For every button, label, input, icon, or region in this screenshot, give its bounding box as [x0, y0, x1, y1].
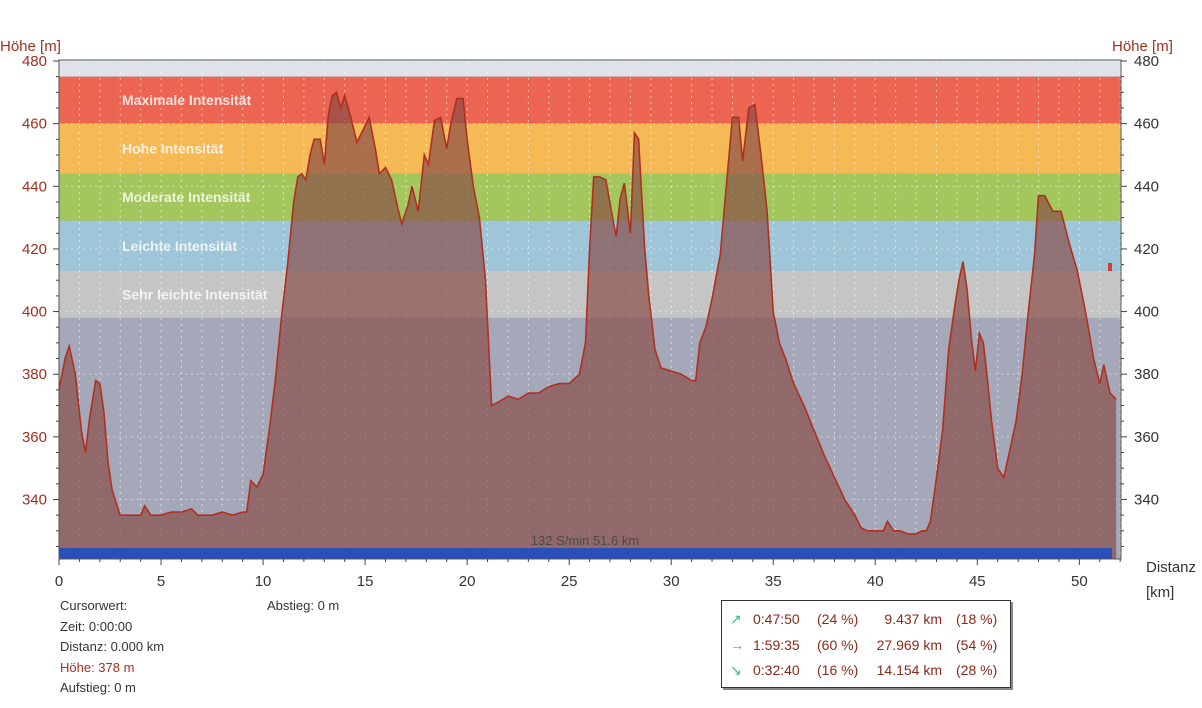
zone-label: Hohe Intensität	[122, 141, 223, 157]
y-tick-label-right: 360	[1134, 429, 1159, 446]
y-tick-label-right: 400	[1134, 304, 1159, 321]
x-tick-label: 10	[255, 573, 272, 590]
summary-row-flat: → 1:59:35 (60 %) 27.969 km (54 %)	[722, 634, 1010, 656]
y-tick-label-left: 340	[22, 491, 47, 508]
y-tick-label-right: 480	[1134, 53, 1159, 70]
elevation-area	[58, 90, 1117, 560]
x-tick-label: 20	[459, 573, 476, 590]
zone-label: Maximale Intensität	[122, 92, 251, 108]
x-tick-label: 40	[867, 573, 884, 590]
ascent-time-percent: (24 %)	[817, 611, 859, 627]
intensity-zone-labels: Maximale Intensität Hohe Intensität Modera…	[122, 92, 268, 302]
x-axis-unit: [km]	[1146, 584, 1174, 600]
x-tick-label: 35	[765, 573, 782, 590]
zone-band	[59, 123, 1121, 174]
y-tick-label-right: 460	[1134, 116, 1159, 133]
plot-top-band	[59, 60, 1121, 77]
y-tick-label-left: 420	[22, 241, 47, 258]
ascent-distance-percent: (18 %)	[956, 611, 998, 627]
y-tick-label-left: 480	[22, 53, 47, 70]
chart-axes: 0 5 10 15 20 25 30 35 40 45 50 480 480 460 460 440 440 42…	[22, 53, 1159, 590]
y-tick-label-left: 440	[22, 178, 47, 195]
position-marker	[1108, 263, 1112, 271]
x-tick-label: 25	[561, 573, 578, 590]
descent-time-percent: (16 %)	[817, 662, 859, 678]
cursor-distance: Distanz: 0.000 km	[60, 639, 165, 654]
y-tick-label-right: 440	[1134, 178, 1159, 195]
cursor-elevation: Höhe: 378 m	[60, 659, 135, 675]
right-y-axis-title: Höhe [m]	[1112, 38, 1173, 55]
descent-distance-percent: (28 %)	[956, 662, 998, 678]
bottom-bar: 132 S/min 51.6 km	[59, 263, 1112, 559]
right-arrow-icon: →	[730, 637, 744, 653]
ascent-distance: 9.437 km	[884, 611, 942, 627]
cursor-title: Cursorwert:	[60, 598, 128, 613]
ascent-time: 0:47:50	[753, 611, 800, 627]
x-axis-title: Distanz	[1146, 559, 1196, 576]
cursor-time: Zeit: 0:00:00	[60, 618, 133, 634]
y-tick-label-right: 420	[1134, 241, 1159, 258]
zone-label: Leichte Intensität	[122, 238, 237, 254]
cursor-ascent: Aufstieg: 0 m	[60, 680, 136, 695]
y-tick-label-right: 340	[1134, 491, 1159, 508]
bar-label: 132 S/min 51.6 km	[531, 533, 639, 548]
y-tick-label-left: 460	[22, 116, 47, 133]
up-arrow-icon: ↗	[730, 611, 742, 627]
zone-label: Moderate Intensität	[122, 189, 251, 205]
summary-row-descent: ↘ 0:32:40 (16 %) 14.154 km (28 %)	[722, 659, 1010, 681]
x-tick-label: 45	[969, 573, 986, 590]
flat-distance: 27.969 km	[876, 637, 942, 653]
flat-time-percent: (60 %)	[817, 637, 859, 653]
flat-distance-percent: (54 %)	[956, 637, 998, 653]
x-tick-label: 5	[157, 573, 165, 590]
cadence-bar	[59, 548, 1112, 559]
flat-time: 1:59:35	[753, 637, 800, 653]
elevation-fill	[59, 92, 1117, 560]
elevation-chart: Maximale Intensität Hohe Intensität Modera…	[0, 38, 1196, 600]
y-tick-label-right: 380	[1134, 366, 1159, 383]
intensity-zones	[59, 60, 1121, 559]
descent-time: 0:32:40	[753, 662, 800, 678]
x-tick-label: 0	[55, 573, 63, 590]
y-tick-label-left: 360	[22, 429, 47, 446]
elevation-line	[58, 90, 1117, 535]
ascent-descent-summary: ↗ 0:47:50 (24 %) 9.437 km (18 %) → 1:59:…	[721, 600, 1011, 688]
x-tick-label: 50	[1071, 573, 1088, 590]
x-tick-label: 15	[357, 573, 374, 590]
x-tick-label: 30	[663, 573, 680, 590]
zone-label: Sehr leichte Intensität	[122, 286, 268, 302]
summary-row-ascent: ↗ 0:47:50 (24 %) 9.437 km (18 %)	[722, 608, 1010, 630]
cursor-info-panel: Cursorwert: Zeit: 0:00:00 Distanz: 0.000…	[60, 596, 164, 699]
cursor-descent: Abstieg: 0 m	[267, 598, 340, 613]
y-tick-label-left: 380	[22, 366, 47, 383]
descent-distance: 14.154 km	[876, 662, 942, 678]
cursor-descent-panel: Abstieg: 0 m	[267, 596, 339, 617]
down-arrow-icon: ↘	[730, 662, 742, 678]
y-tick-label-left: 400	[22, 304, 47, 321]
left-y-axis-title: Höhe [m]	[0, 38, 61, 55]
